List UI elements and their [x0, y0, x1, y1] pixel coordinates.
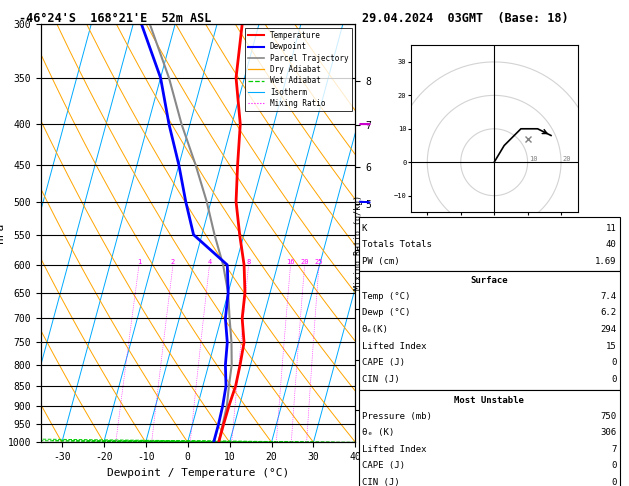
Text: 15: 15	[606, 342, 616, 350]
Text: 1: 1	[137, 259, 141, 265]
Text: 306: 306	[600, 428, 616, 437]
Text: CAPE (J): CAPE (J)	[362, 358, 404, 367]
Text: 11: 11	[606, 224, 616, 233]
Y-axis label: km
ASL: km ASL	[387, 223, 405, 244]
Text: 20: 20	[301, 259, 309, 265]
Text: Temp (°C): Temp (°C)	[362, 292, 410, 301]
Text: Totals Totals: Totals Totals	[362, 241, 431, 249]
X-axis label: kt: kt	[489, 224, 499, 233]
Text: Mixing Ratio (g/kg): Mixing Ratio (g/kg)	[354, 195, 363, 291]
Text: 1.69: 1.69	[595, 257, 616, 266]
Text: 8: 8	[247, 259, 251, 265]
Text: 7: 7	[611, 445, 616, 453]
Text: θₑ(K): θₑ(K)	[362, 325, 389, 334]
Text: CIN (J): CIN (J)	[362, 375, 399, 383]
Text: 0: 0	[611, 358, 616, 367]
Text: 0: 0	[611, 375, 616, 383]
Text: 0: 0	[611, 478, 616, 486]
Text: CAPE (J): CAPE (J)	[362, 461, 404, 470]
Y-axis label: hPa: hPa	[0, 223, 5, 243]
Text: θₑ (K): θₑ (K)	[362, 428, 394, 437]
Text: 294: 294	[600, 325, 616, 334]
Text: 6.2: 6.2	[600, 309, 616, 317]
Legend: Temperature, Dewpoint, Parcel Trajectory, Dry Adiabat, Wet Adiabat, Isotherm, Mi: Temperature, Dewpoint, Parcel Trajectory…	[245, 28, 352, 111]
Text: 25: 25	[314, 259, 323, 265]
Text: PW (cm): PW (cm)	[362, 257, 399, 266]
Text: 40: 40	[606, 241, 616, 249]
X-axis label: Dewpoint / Temperature (°C): Dewpoint / Temperature (°C)	[107, 468, 289, 478]
Text: LCL: LCL	[359, 438, 374, 447]
Text: 4: 4	[208, 259, 211, 265]
Text: CIN (J): CIN (J)	[362, 478, 399, 486]
Text: 750: 750	[600, 412, 616, 420]
Text: 7.4: 7.4	[600, 292, 616, 301]
Text: © weatheronline.co.uk: © weatheronline.co.uk	[359, 431, 464, 440]
Text: Lifted Index: Lifted Index	[362, 445, 426, 453]
Text: Surface: Surface	[470, 277, 508, 285]
Text: K: K	[362, 224, 367, 233]
Text: 29.04.2024  03GMT  (Base: 18): 29.04.2024 03GMT (Base: 18)	[362, 12, 568, 25]
Text: 2: 2	[171, 259, 175, 265]
Text: -46°24'S  168°21'E  52m ASL: -46°24'S 168°21'E 52m ASL	[19, 12, 211, 25]
Text: 0: 0	[611, 461, 616, 470]
Text: Pressure (mb): Pressure (mb)	[362, 412, 431, 420]
Text: 16: 16	[286, 259, 295, 265]
Text: 10: 10	[529, 156, 538, 161]
Text: Dewp (°C): Dewp (°C)	[362, 309, 410, 317]
Text: 20: 20	[563, 156, 571, 161]
Text: Most Unstable: Most Unstable	[454, 396, 524, 405]
Text: Lifted Index: Lifted Index	[362, 342, 426, 350]
